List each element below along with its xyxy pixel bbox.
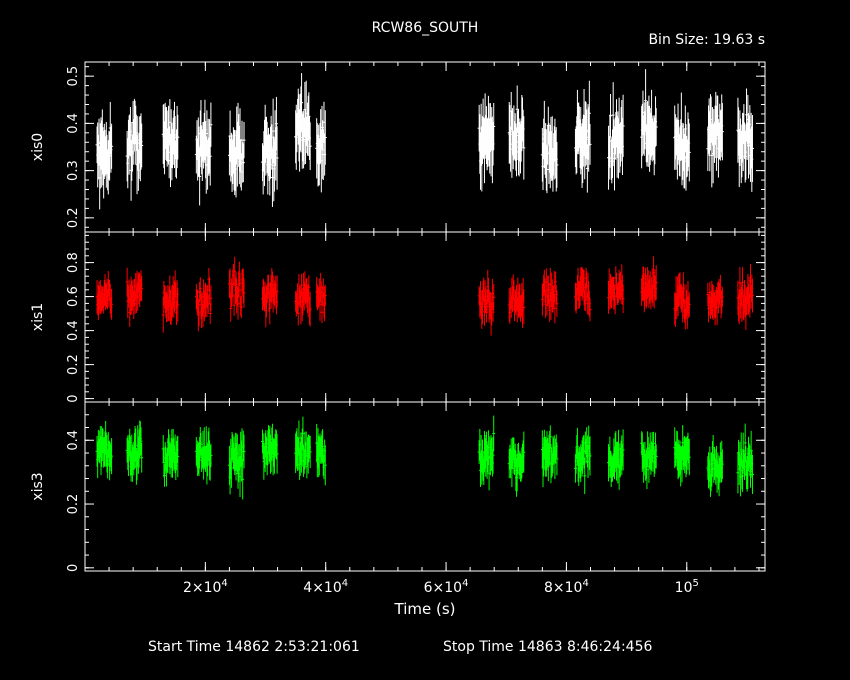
series-xis3: [95, 415, 754, 500]
x-tick-label: 105: [675, 578, 699, 596]
x-axis-label: Time (s): [394, 600, 456, 618]
y-tick-label: 0.3: [66, 160, 81, 181]
y-tick-label: 0.6: [66, 286, 81, 307]
panel-frame: [84, 231, 766, 403]
x-tick-label: 8×104: [544, 578, 589, 596]
x-tick-label: 4×104: [303, 578, 348, 596]
stop-time-label: Stop Time 14863 8:46:24:456: [443, 639, 652, 655]
y-tick-label: 0.2: [66, 207, 81, 228]
bin-size-label: Bin Size: 19.63 s: [648, 32, 765, 48]
y-tick-label: 0.2: [66, 354, 81, 375]
y-tick-label: 0.5: [66, 66, 81, 87]
y-tick-label: 0.4: [66, 320, 81, 341]
y-tick-label: 0.2: [66, 494, 81, 515]
y-axis-label-xis3: xis3: [30, 472, 46, 500]
x-tick-label: 6×104: [424, 578, 469, 596]
start-time-label: Start Time 14862 2:53:21:061: [148, 639, 360, 655]
panel-xis1: 0 0.2 0.4 0.6 0.8 xis1: [30, 231, 766, 403]
y-tick-label: 0.8: [66, 252, 81, 273]
y-tick-label: 0: [66, 394, 81, 402]
y-axis-label-xis1: xis1: [30, 303, 46, 331]
panel-xis3: 0 0.2 0.4 xis3: [30, 401, 766, 572]
panel-xis0: 0.2 0.3 0.4 0.5 xis0: [30, 61, 766, 233]
x-tick-label: 2×104: [183, 578, 228, 596]
y-tick-label: 0.4: [66, 430, 81, 451]
panel-frame: [84, 61, 766, 233]
y-tick-label: 0.4: [66, 113, 81, 134]
y-tick-label: 0: [66, 564, 81, 572]
chart-title: RCW86_SOUTH: [372, 20, 479, 36]
series-xis0: [95, 69, 754, 210]
series-xis1: [95, 256, 754, 336]
panel-frame: [84, 401, 766, 572]
y-axis-label-xis0: xis0: [30, 133, 46, 161]
